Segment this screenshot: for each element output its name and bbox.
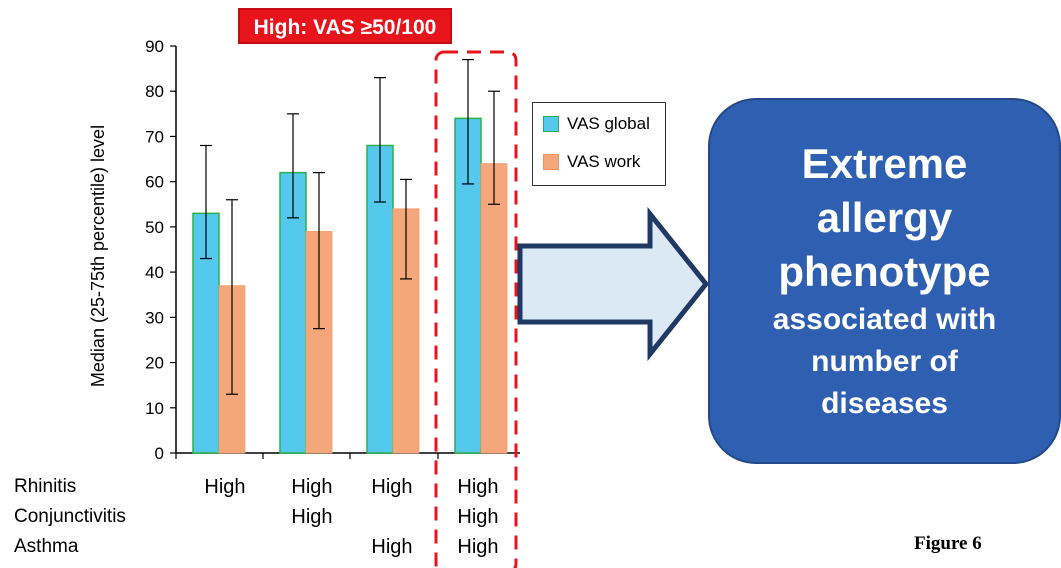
- y-tick-label: 20: [145, 354, 164, 373]
- y-tick-label: 60: [145, 173, 164, 192]
- legend-swatch-vas-global: [543, 116, 559, 132]
- callout-line-2: allergy: [816, 194, 953, 241]
- row-label-rhinitis: Rhinitis: [14, 476, 77, 497]
- legend-label-vas-work: VAS work: [567, 152, 641, 171]
- chart-legend: VAS global VAS work: [532, 102, 666, 186]
- extreme-allergy-callout: Extreme allergy phenotype associated wit…: [708, 98, 1061, 464]
- legend-item-vas-global: VAS global: [543, 113, 650, 135]
- cell-rhinitis-g3: High: [371, 476, 413, 498]
- right-arrow-icon: [517, 206, 710, 362]
- cell-rhinitis-g4: High: [457, 476, 499, 498]
- y-tick-label: 0: [155, 444, 164, 463]
- legend-swatch-vas-work: [543, 154, 559, 170]
- legend-label-vas-global: VAS global: [567, 114, 650, 133]
- y-tick-label: 10: [145, 399, 164, 418]
- callout-line-6: diseases: [821, 387, 948, 420]
- cell-rhinitis-g1: High: [204, 476, 246, 498]
- row-label-asthma: Asthma: [14, 536, 79, 557]
- y-tick-label: 70: [145, 127, 164, 146]
- row-label-conjunctivitis: Conjunctivitis: [14, 506, 126, 527]
- y-tick-label: 30: [145, 308, 164, 327]
- cell-conjunctivitis-g2: High: [291, 506, 333, 528]
- bar-vas-work: [480, 163, 508, 454]
- cell-conjunctivitis-g4: High: [457, 506, 499, 528]
- y-tick-label: 50: [145, 218, 164, 237]
- cell-asthma-g3: High: [371, 536, 413, 558]
- figure-label: Figure 6: [914, 533, 982, 554]
- highlight-box: [434, 50, 518, 568]
- callout-line-5: number of: [811, 345, 958, 378]
- y-tick-label: 40: [145, 263, 164, 282]
- cell-rhinitis-g2: High: [291, 476, 333, 498]
- callout-line-1: Extreme: [801, 140, 968, 187]
- callout-line-3: phenotype: [778, 248, 991, 295]
- y-tick-label: 80: [145, 82, 164, 101]
- legend-item-vas-work: VAS work: [543, 151, 640, 173]
- callout-line-4: associated with: [772, 303, 997, 336]
- y-tick-label: 90: [145, 37, 164, 56]
- cell-asthma-g4: High: [457, 536, 499, 558]
- high-threshold-badge: High: VAS ≥50/100: [238, 8, 452, 44]
- y-axis-label: Median (25-75th percentile) level: [88, 125, 108, 387]
